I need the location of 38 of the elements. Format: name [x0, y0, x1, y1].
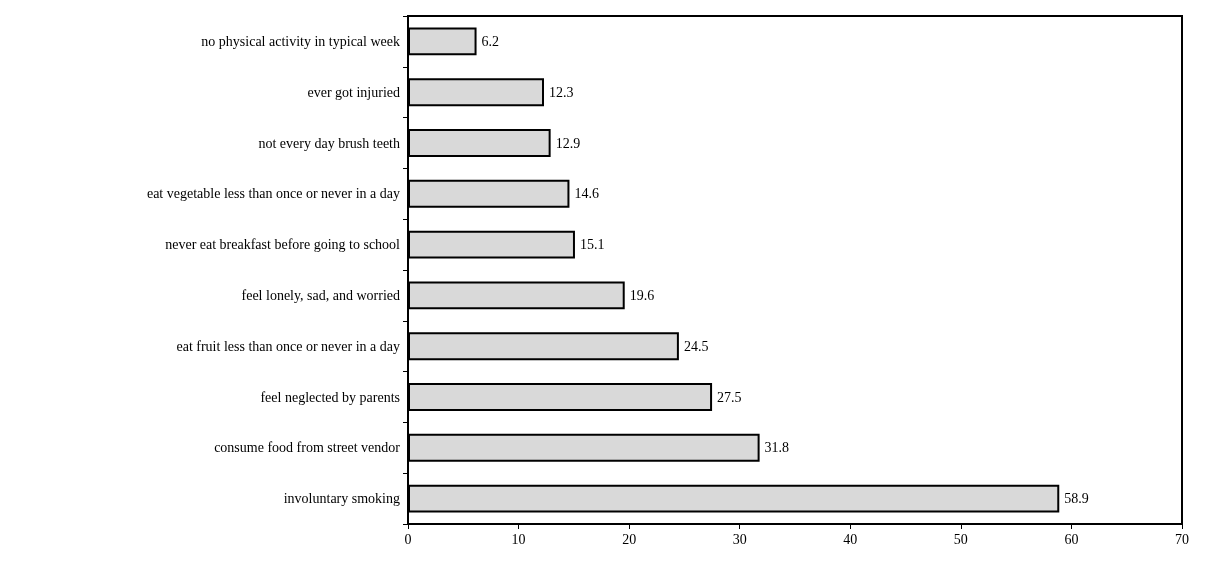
- data-label: 27.5: [717, 389, 742, 405]
- data-label: 15.1: [579, 237, 605, 253]
- bar: [408, 383, 713, 411]
- data-label: 31.8: [764, 440, 790, 456]
- data-label: 14.6: [574, 186, 599, 202]
- y-tick-label: not every day brush teeth: [258, 135, 400, 151]
- x-tick-label: 10: [511, 531, 526, 547]
- y-tick-label: feel lonely, sad, and worried: [241, 287, 400, 303]
- data-label: 6.2: [481, 33, 500, 49]
- data-label: 19.6: [629, 287, 655, 303]
- bar: [408, 179, 570, 208]
- y-tick-label: ever got injuried: [307, 84, 400, 100]
- y-tick-label: eat fruit less than once or never in a day: [176, 338, 400, 354]
- bar: [408, 484, 1060, 513]
- x-tick-label: 30: [732, 531, 747, 547]
- bar: [408, 230, 575, 259]
- bar: [408, 78, 544, 107]
- bar: [408, 129, 551, 157]
- bar: [408, 281, 625, 310]
- x-tick-label: 50: [953, 531, 968, 547]
- y-tick-label: feel neglected by parents: [260, 389, 400, 405]
- data-label: 12.9: [555, 135, 581, 151]
- y-tick-label: never eat breakfast before going to school: [165, 237, 401, 253]
- x-tick-label: 70: [1175, 531, 1189, 547]
- bar: [408, 27, 477, 56]
- y-tick-label: involuntary smoking: [283, 491, 400, 507]
- y-tick-label: no physical activity in typical week: [201, 33, 400, 49]
- data-label: 12.3: [549, 84, 574, 100]
- data-label: 24.5: [683, 338, 709, 354]
- x-tick-label: 20: [622, 531, 637, 547]
- x-tick-label: 60: [1064, 531, 1079, 547]
- x-tick-label: 40: [843, 531, 858, 547]
- data-label: 58.9: [1064, 491, 1089, 507]
- y-tick-label: consume food from street vendor: [214, 440, 401, 456]
- bar: [408, 332, 679, 361]
- bar: [408, 433, 760, 462]
- y-tick-label: eat vegetable less than once or never in a day: [146, 186, 400, 202]
- x-tick-label: 0: [404, 531, 412, 547]
